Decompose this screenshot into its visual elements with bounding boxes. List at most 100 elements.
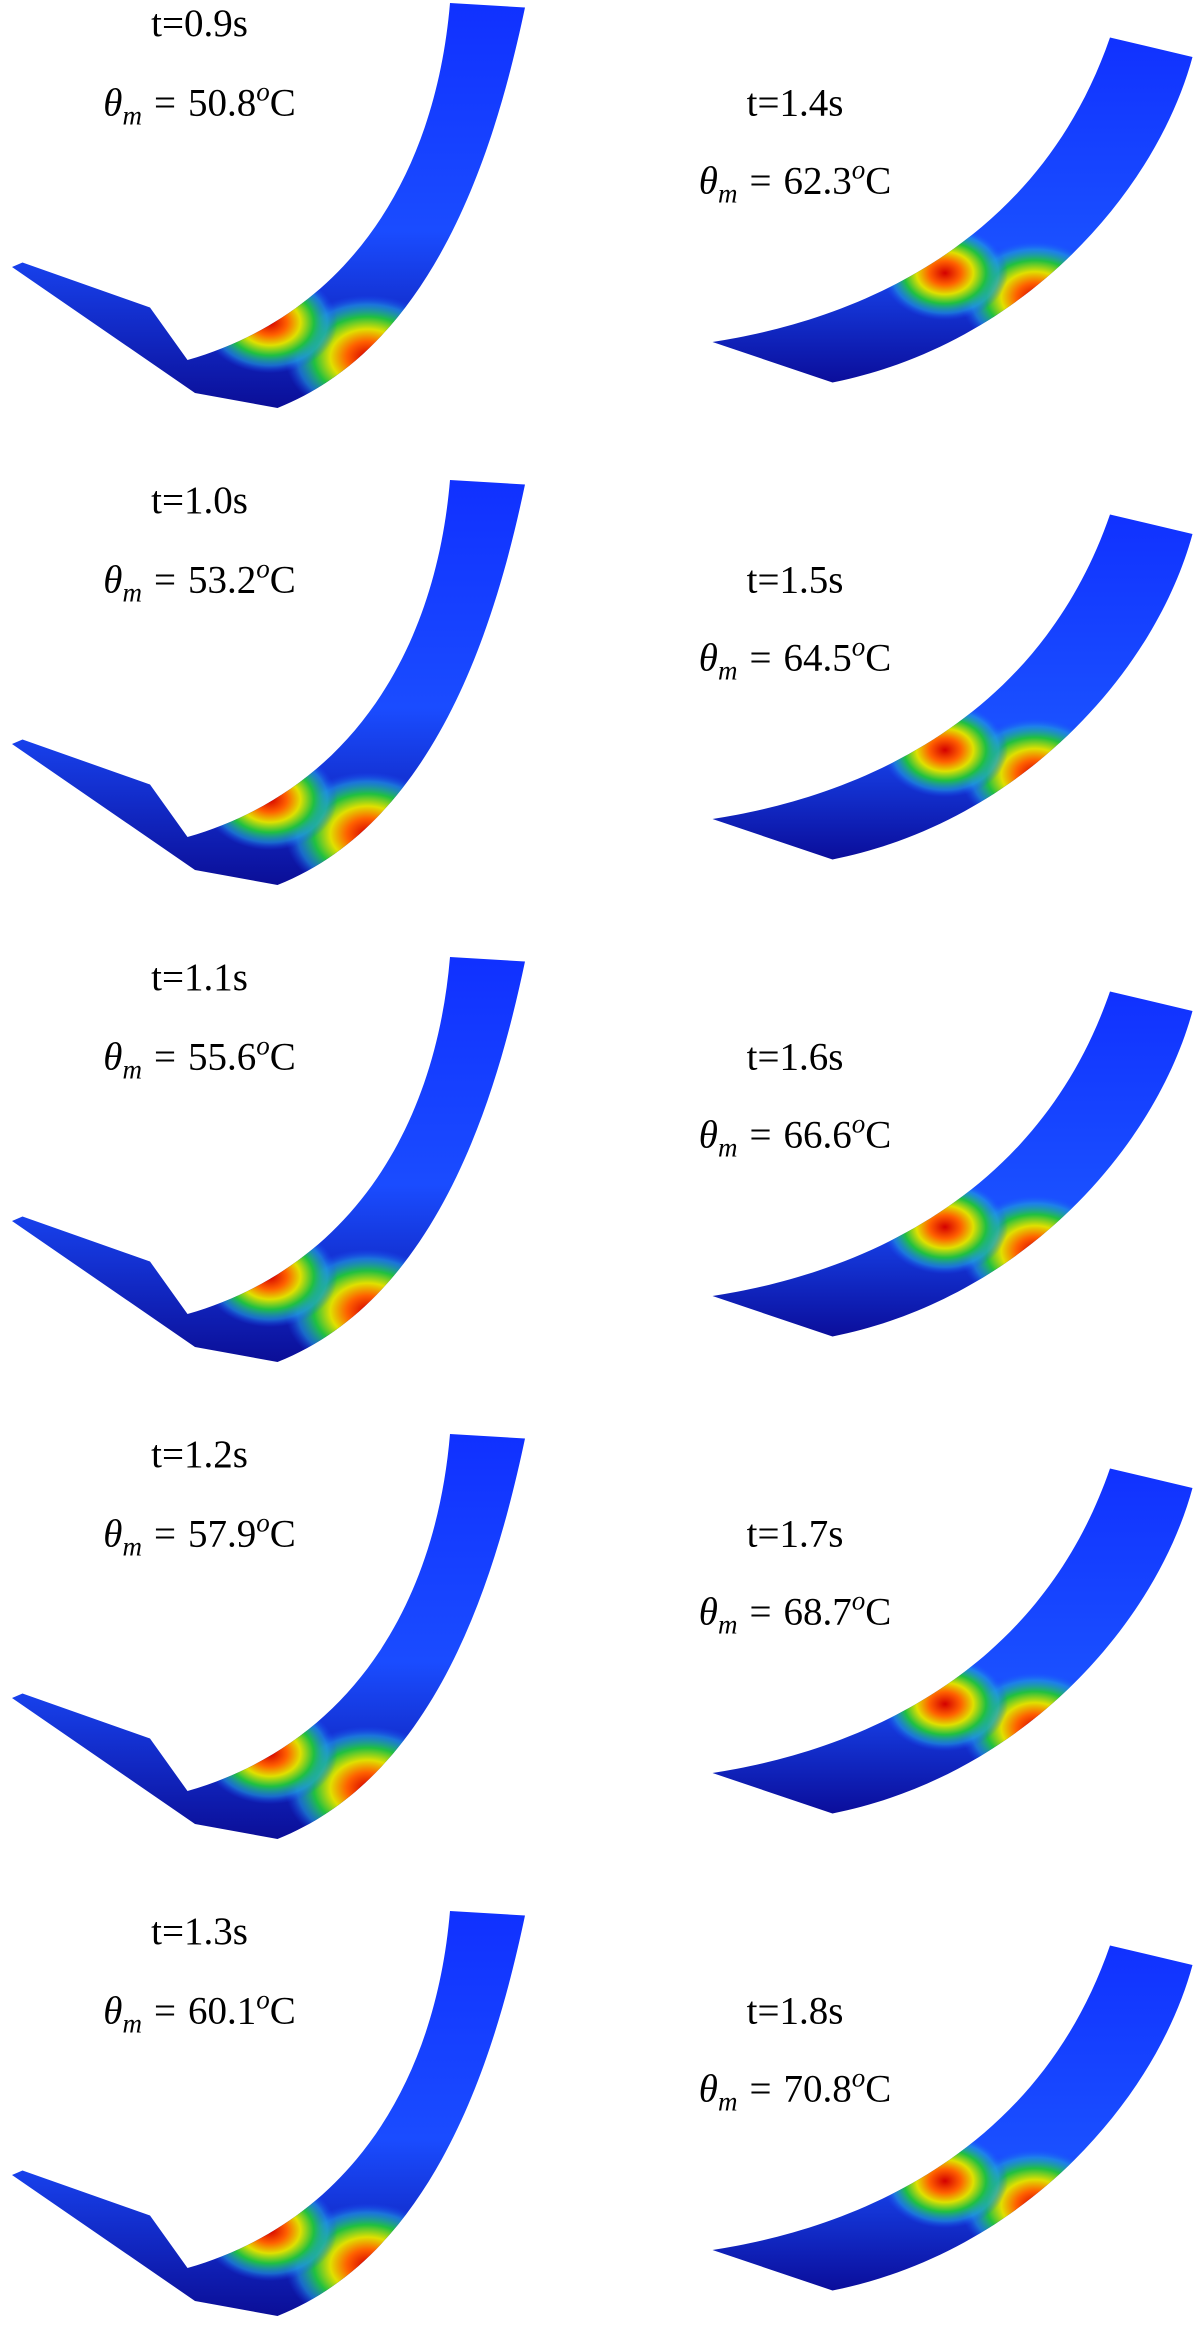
temperature-label: θm = 57.9oC: [103, 1508, 295, 1562]
hot-spot: [882, 1656, 1008, 1752]
equals: =: [154, 1036, 176, 1079]
snapshot: t=1.1s θm = 55.6oC: [12, 956, 525, 1362]
unit: C: [270, 1990, 296, 2033]
temperature: 68.7: [783, 1591, 851, 1634]
equals: =: [154, 1513, 176, 1556]
unit: C: [270, 1513, 296, 1556]
temperature-label: θm = 60.1oC: [103, 1985, 295, 2039]
equals: =: [154, 1990, 176, 2033]
hot-spot: [202, 2179, 338, 2282]
plate: [12, 3, 525, 408]
unit: C: [270, 559, 296, 602]
degree: o: [852, 632, 866, 662]
unit: C: [270, 1036, 296, 1079]
time-label: t=1.3s: [151, 1910, 248, 1953]
snapshot: t=1.8s θm = 70.8oC: [699, 1945, 1193, 2291]
time-label: t=1.7s: [747, 1513, 844, 1556]
subscript: m: [122, 1055, 141, 1085]
temperature: 55.6: [188, 1036, 256, 1079]
temperature: 64.5: [783, 637, 851, 680]
hot-spot: [882, 225, 1008, 321]
degree: o: [256, 1031, 270, 1061]
subscript: m: [718, 179, 738, 209]
snapshot: t=1.2s θm = 57.9oC: [12, 1433, 525, 1839]
temperature-label: θm = 64.5oC: [699, 632, 891, 686]
hot-spot: [882, 702, 1008, 798]
time-label: t=1.2s: [151, 1433, 248, 1476]
degree: o: [852, 1109, 866, 1139]
unit: C: [865, 637, 891, 680]
temperature: 60.1: [188, 1990, 256, 2033]
symbol: θ: [103, 1990, 122, 2033]
time-label: t=0.9s: [151, 2, 248, 45]
plate: [12, 1911, 525, 2316]
plate: [12, 1434, 525, 1839]
unit: C: [270, 82, 296, 125]
equals: =: [154, 559, 176, 602]
temperature-label: θm = 55.6oC: [103, 1031, 295, 1085]
degree: o: [852, 155, 866, 185]
subscript: m: [122, 2009, 141, 2039]
snapshot: t=1.6s θm = 66.6oC: [699, 991, 1193, 1337]
equals: =: [749, 637, 771, 680]
temperature: 57.9: [188, 1513, 256, 1556]
temperature: 70.8: [783, 2068, 851, 2111]
equals: =: [749, 160, 771, 203]
snapshot: t=1.7s θm = 68.7oC: [699, 1468, 1193, 1814]
time-label: t=1.4s: [747, 82, 844, 125]
temperature: 66.6: [783, 1114, 851, 1157]
equals: =: [749, 1114, 771, 1157]
degree: o: [852, 1586, 866, 1616]
degree: o: [256, 1985, 270, 2015]
time-label: t=1.5s: [747, 559, 844, 602]
temperature-label: θm = 50.8oC: [103, 77, 295, 131]
temperature-label: θm = 66.6oC: [699, 1109, 891, 1163]
hot-spot: [202, 271, 338, 374]
subscript: m: [718, 656, 738, 686]
hot-spot: [882, 2133, 1008, 2229]
temperature: 53.2: [188, 559, 256, 602]
unit: C: [865, 1591, 891, 1634]
hot-spot: [202, 1702, 338, 1805]
symbol: θ: [699, 1591, 718, 1634]
snapshot: t=1.0s θm = 53.2oC: [12, 479, 525, 885]
hot-spot: [202, 1225, 338, 1328]
symbol: θ: [699, 160, 718, 203]
equals: =: [749, 1591, 771, 1634]
symbol: θ: [103, 1513, 122, 1556]
temperature-label: θm = 62.3oC: [699, 155, 891, 209]
unit: C: [865, 2068, 891, 2111]
snapshot: t=0.9s θm = 50.8oC: [12, 2, 525, 408]
snapshot: t=1.4s θm = 62.3oC: [699, 37, 1193, 383]
time-label: t=1.0s: [151, 479, 248, 522]
temperature-label: θm = 68.7oC: [699, 1586, 891, 1640]
hot-spot: [882, 1179, 1008, 1275]
unit: C: [865, 160, 891, 203]
plate: [12, 957, 525, 1362]
degree: o: [852, 2063, 866, 2093]
temperature: 50.8: [188, 82, 256, 125]
subscript: m: [122, 101, 141, 131]
time-label: t=1.6s: [747, 1036, 844, 1079]
time-label: t=1.1s: [151, 956, 248, 999]
unit: C: [865, 1114, 891, 1157]
temperature-label: θm = 70.8oC: [699, 2063, 891, 2117]
symbol: θ: [699, 2068, 718, 2111]
degree: o: [256, 1508, 270, 1538]
subscript: m: [718, 1610, 738, 1640]
symbol: θ: [103, 559, 122, 602]
snapshot: t=1.5s θm = 64.5oC: [699, 514, 1193, 860]
hot-spot: [202, 748, 338, 851]
degree: o: [256, 554, 270, 584]
temperature: 62.3: [783, 160, 851, 203]
plate: [12, 480, 525, 885]
symbol: θ: [103, 1036, 122, 1079]
snapshot: t=1.3s θm = 60.1oC: [12, 1910, 525, 2316]
symbol: θ: [699, 1114, 718, 1157]
temperature-label: θm = 53.2oC: [103, 554, 295, 608]
symbol: θ: [699, 637, 718, 680]
equals: =: [749, 2068, 771, 2111]
subscript: m: [718, 1133, 738, 1163]
